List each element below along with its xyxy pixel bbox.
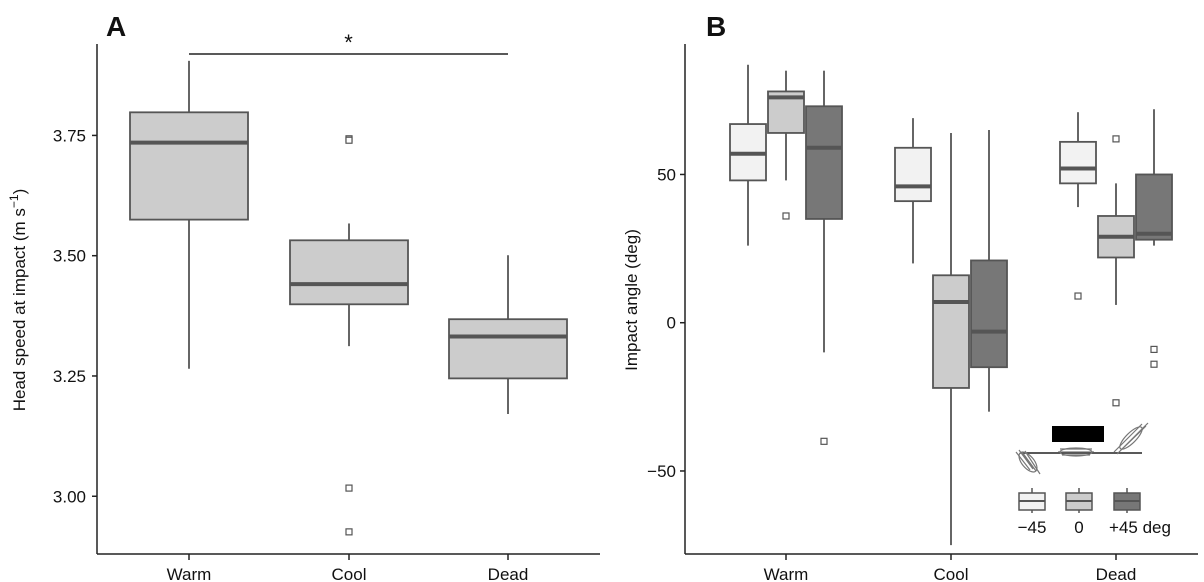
box-iqr: [805, 105, 843, 220]
schematic-bar: [1052, 426, 1104, 442]
box-cool: [289, 135, 409, 536]
panel-b: B −50 0 50 Warm Cool Dead Impact angle (deg)…: [622, 11, 1198, 582]
box-warm-series-2: [767, 70, 805, 220]
panel-a-significance: *: [189, 30, 508, 55]
box-iqr: [129, 111, 249, 221]
panel-b-x-ticks: Warm Cool Dead: [764, 554, 1137, 582]
panel-b-label: B: [706, 11, 726, 42]
panel-a-label: A: [106, 11, 126, 42]
schematic-right-figure-icon: [1113, 422, 1149, 455]
box-dead-series-1: [1059, 112, 1097, 300]
y-tick-label: 0: [667, 314, 676, 333]
box-cool-series-3: [970, 129, 1008, 412]
outlier-point: [345, 484, 353, 492]
y-tick-label: 3.75: [53, 126, 86, 145]
box-iqr: [448, 318, 568, 380]
outlier-point: [1150, 360, 1158, 368]
panel-a-x-ticks: Warm Cool Dead: [167, 554, 529, 582]
box-dead-series-3: [1135, 109, 1173, 368]
orientation-schematic: [1015, 422, 1149, 475]
box-warm: [129, 60, 249, 369]
panel-a-y-axis-title: Head speed at impact (m s−1): [7, 189, 29, 412]
outlier-point: [820, 437, 828, 445]
panel-a-boxes: [129, 60, 568, 536]
legend-key-1: [1018, 488, 1046, 513]
y-tick-label: −50: [647, 462, 676, 481]
box-iqr: [1059, 140, 1097, 185]
box-warm-series-1: [729, 64, 767, 246]
panel-a-y-ticks: 3.00 3.25 3.50 3.75: [53, 126, 97, 506]
legend-label: 0: [1074, 518, 1083, 537]
box-iqr: [1135, 173, 1173, 241]
panel-a-y-axis-title-sup: −1: [7, 194, 21, 208]
y-tick-label: 3.00: [53, 487, 86, 506]
significance-star: *: [344, 30, 353, 55]
panel-b-y-ticks: −50 0 50: [647, 165, 685, 481]
legend-label: +45 deg: [1109, 518, 1171, 537]
y-tick-label: 50: [657, 165, 676, 184]
outlier-point: [1150, 345, 1158, 354]
box-dead-series-2: [1097, 135, 1135, 407]
panel-b-legend: −45 0 +45 deg: [1018, 488, 1171, 537]
outlier-point: [1074, 292, 1082, 300]
box-iqr: [289, 239, 409, 306]
panel-b-boxes: [729, 64, 1173, 546]
box-iqr: [970, 259, 1008, 369]
outlier-point: [345, 136, 353, 144]
box-warm-series-3: [805, 70, 843, 445]
box-cool-series-1: [894, 118, 932, 264]
x-tick-label: Warm: [764, 565, 809, 582]
outlier-point: [1112, 135, 1120, 143]
x-tick-label: Cool: [332, 565, 367, 582]
x-tick-label: Warm: [167, 565, 212, 582]
panel-a-y-axis-title-main: Head speed at impact (m s: [10, 208, 29, 411]
box-cool-series-2: [932, 132, 970, 546]
schematic-left-figure-icon: [1015, 449, 1041, 475]
box-iqr: [932, 274, 970, 389]
panel-a: A 3.00 3.25 3.50 3.75 Warm Cool Dead * Head s…: [7, 11, 600, 582]
outlier-point: [345, 528, 353, 536]
y-tick-label: 3.50: [53, 247, 86, 266]
x-tick-label: Dead: [1096, 565, 1137, 582]
box-iqr: [894, 146, 932, 203]
legend-key-3: [1113, 488, 1141, 513]
schematic-middle-figure-icon: [1058, 447, 1094, 457]
panel-b-y-axis-title: Impact angle (deg): [622, 229, 641, 371]
outlier-point: [782, 212, 790, 220]
panel-a-y-axis-title-close: ): [10, 189, 29, 195]
outlier-point: [1112, 399, 1120, 407]
y-tick-label: 3.25: [53, 367, 86, 386]
box-dead: [448, 255, 568, 414]
x-tick-label: Cool: [934, 565, 969, 582]
x-tick-label: Dead: [488, 565, 529, 582]
legend-key-2: [1065, 488, 1093, 513]
legend-label: −45: [1018, 518, 1047, 537]
